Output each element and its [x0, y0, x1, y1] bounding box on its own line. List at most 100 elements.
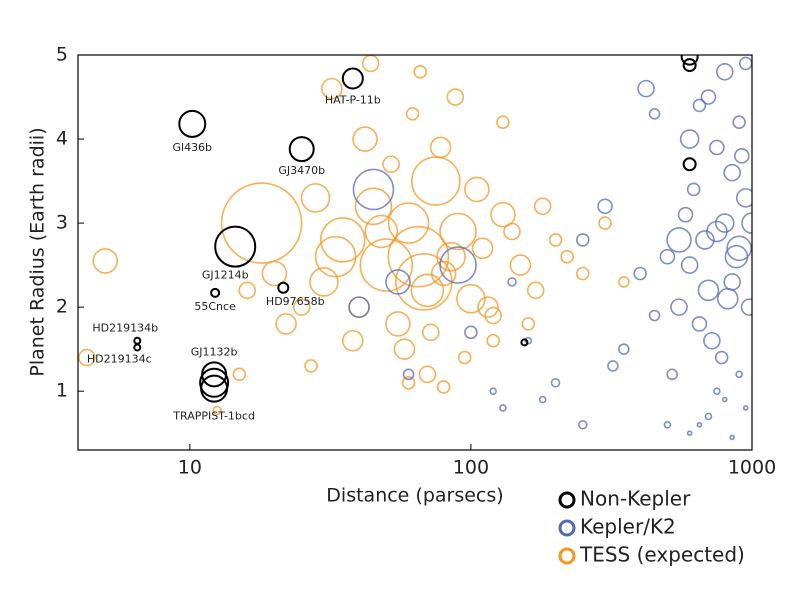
bubble	[677, 206, 694, 223]
bubble	[682, 58, 697, 73]
bubble	[277, 281, 290, 294]
bubble	[729, 434, 735, 441]
bubble	[709, 139, 725, 156]
bubble	[439, 212, 477, 251]
point-label: GJ1132b	[191, 345, 238, 358]
bubble	[734, 148, 750, 164]
bubble	[735, 188, 752, 208]
bubble	[361, 55, 380, 73]
bubble	[220, 182, 303, 264]
bubble	[201, 361, 228, 388]
bubble	[471, 237, 494, 260]
bubble	[682, 157, 697, 172]
bubble	[496, 115, 510, 130]
bubble	[726, 235, 752, 262]
legend-label: Kepler/K2	[580, 515, 676, 539]
bubble	[637, 79, 655, 98]
point-label: HD219134b	[92, 322, 158, 335]
bubble	[714, 213, 735, 233]
bubble	[633, 266, 647, 281]
bubble	[292, 298, 311, 316]
point-label: TRAPPIST-1bcd	[172, 410, 255, 423]
legend-label: TESS (expected)	[579, 543, 745, 567]
bubble	[738, 56, 752, 71]
bubble	[439, 246, 477, 284]
bubble	[364, 214, 399, 249]
bubble	[680, 55, 699, 66]
bubble	[659, 248, 676, 265]
bubble	[133, 343, 142, 352]
bubble	[341, 67, 364, 90]
legend-marker	[558, 547, 576, 565]
plot-frame	[77, 54, 753, 451]
bubble	[446, 88, 465, 106]
bubble	[354, 187, 393, 226]
bubble	[300, 183, 331, 213]
bubble	[200, 374, 229, 403]
bubble	[464, 325, 478, 340]
bubble	[477, 296, 499, 318]
bubble	[385, 311, 411, 337]
y-tick-label: 3	[56, 212, 68, 234]
bubble	[521, 317, 536, 331]
bubble	[436, 380, 451, 394]
point-label: GJ3470b	[278, 164, 325, 177]
bubble	[520, 338, 529, 347]
bubble	[618, 276, 630, 288]
bubble	[741, 212, 752, 234]
bubble	[577, 419, 588, 430]
legend-marker	[558, 491, 576, 509]
bubble	[575, 233, 590, 247]
bubble	[321, 77, 343, 100]
bubble	[178, 109, 207, 138]
bubble	[436, 241, 466, 272]
legend-marker	[558, 519, 576, 537]
bubble	[395, 253, 453, 311]
bubble	[714, 350, 729, 365]
bubble	[697, 279, 720, 302]
bubble	[359, 238, 414, 292]
x-tick-label: 100	[453, 457, 489, 479]
bubble	[133, 336, 142, 345]
bubble	[509, 254, 532, 276]
bubble	[507, 277, 517, 287]
bubble	[679, 129, 700, 149]
bubble	[670, 298, 688, 316]
bubble	[348, 296, 370, 318]
y-axis-label: Planet Radius (Earth radii)	[27, 127, 49, 376]
point-label: HAT-P-11b	[325, 94, 381, 107]
bubble	[538, 395, 547, 404]
bubble	[342, 329, 364, 352]
bubble	[238, 281, 257, 300]
bubble	[724, 244, 749, 269]
bubble	[212, 405, 222, 416]
bubble	[214, 225, 257, 268]
bubble	[680, 256, 699, 274]
point-label: GJ1214b	[202, 269, 249, 282]
bubble	[464, 176, 490, 203]
bubble	[385, 269, 411, 295]
bubble	[199, 367, 230, 398]
legend-label: Non-Kepler	[580, 487, 691, 511]
bubble	[526, 281, 545, 300]
bubble	[503, 222, 521, 241]
bubble	[703, 331, 721, 350]
bubble	[387, 202, 430, 244]
x-axis-label: Distance (parsecs)	[326, 485, 503, 507]
y-tick-label: 1	[56, 380, 68, 402]
y-tick-label: 5	[56, 44, 68, 66]
bubble	[422, 323, 440, 342]
point-label: HD97658b	[266, 295, 325, 308]
y-tick-label: 2	[56, 296, 68, 318]
bubble	[489, 387, 497, 395]
bubble	[648, 108, 661, 120]
bubble	[686, 182, 701, 197]
bubble	[92, 248, 119, 274]
bubble	[648, 309, 661, 322]
bubble	[499, 404, 507, 412]
bubble	[429, 136, 452, 159]
bubble	[735, 370, 743, 379]
bubble	[598, 216, 612, 230]
bubble	[663, 420, 672, 429]
bubble	[550, 377, 561, 388]
